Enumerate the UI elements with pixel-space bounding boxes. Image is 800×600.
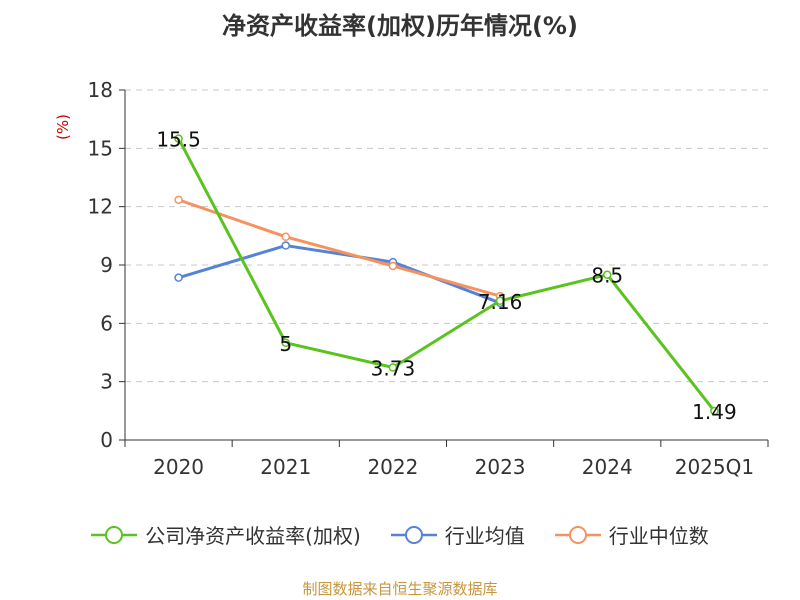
series-0-point-5 bbox=[710, 406, 719, 416]
y-tick-label-3: 9 bbox=[100, 253, 113, 277]
legend-label: 行业均值 bbox=[444, 524, 525, 548]
x-tick-label-2: 2022 bbox=[367, 455, 418, 479]
legend-item-2[interactable]: 行业中位数 bbox=[554, 520, 709, 549]
legend: 公司净资产收益率(加权) 行业均值 行业中位数 bbox=[0, 520, 800, 549]
x-tick-label-3: 2023 bbox=[475, 455, 526, 479]
data-label-4: 8.5 bbox=[591, 264, 623, 288]
legend-item-0[interactable]: 公司净资产收益率(加权) bbox=[91, 520, 361, 549]
x-tick-label-4: 2024 bbox=[582, 455, 633, 479]
series-0-point-2 bbox=[388, 363, 398, 372]
y-tick-label-2: 6 bbox=[100, 311, 113, 335]
data-label-0: 15.5 bbox=[156, 128, 201, 152]
legend-marker-icon bbox=[390, 525, 437, 544]
data-label-1: 5 bbox=[279, 332, 292, 356]
data-label-2: 3.73 bbox=[371, 356, 416, 380]
series-1-point-1 bbox=[281, 241, 290, 250]
legend-label: 行业中位数 bbox=[608, 524, 709, 548]
x-tick-label-1: 2021 bbox=[260, 455, 311, 479]
legend-item-1[interactable]: 行业均值 bbox=[390, 520, 525, 549]
series-line-0 bbox=[177, 137, 716, 412]
series-0-point-1 bbox=[281, 338, 290, 348]
x-tick-label-5: 2025Q1 bbox=[675, 455, 754, 479]
legend-marker-icon bbox=[554, 525, 601, 544]
source-note: 制图数据来自恒生聚源数据库 bbox=[302, 580, 498, 598]
data-label-3: 7.16 bbox=[478, 290, 523, 314]
y-tick-label-0: 0 bbox=[100, 428, 113, 452]
y-tick-label-1: 3 bbox=[100, 370, 113, 394]
x-tick-label-0: 2020 bbox=[153, 455, 204, 479]
axes: 0 3 6 9 12 15 18 2020 2021 2022 2023 2024 2025Q1 bbox=[88, 78, 769, 479]
series-layer bbox=[174, 134, 719, 416]
series-line-2 bbox=[178, 198, 501, 298]
series-line-1 bbox=[178, 244, 501, 305]
series-0-point-3 bbox=[495, 296, 505, 306]
grid-lines bbox=[125, 89, 768, 383]
y-tick-label-4: 12 bbox=[88, 195, 113, 219]
series-2-point-0 bbox=[174, 195, 183, 205]
y-tick-label-5: 15 bbox=[88, 136, 113, 160]
series-0-point-4 bbox=[603, 270, 612, 279]
legend-marker-icon bbox=[91, 525, 138, 544]
series-0-point-0 bbox=[174, 134, 183, 143]
data-labels: 15.5 5 3.73 7.16 8.5 1.49 bbox=[156, 128, 736, 424]
data-label-5: 1.49 bbox=[692, 400, 737, 424]
y-tick-label-6: 18 bbox=[88, 78, 113, 102]
y-axis-unit-label: (%) bbox=[54, 114, 72, 140]
series-2-point-2 bbox=[388, 261, 398, 271]
series-2-point-1 bbox=[281, 232, 290, 242]
legend-label: 公司净资产收益率(加权) bbox=[145, 524, 361, 548]
series-1-point-0 bbox=[174, 273, 183, 282]
chart-title: 净资产收益率(加权)历年情况(%) bbox=[222, 12, 578, 40]
